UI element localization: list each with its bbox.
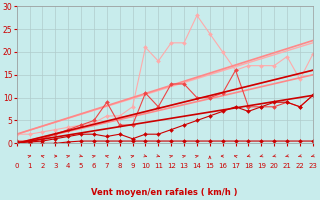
X-axis label: Vent moyen/en rafales ( km/h ): Vent moyen/en rafales ( km/h ) [92, 188, 238, 197]
